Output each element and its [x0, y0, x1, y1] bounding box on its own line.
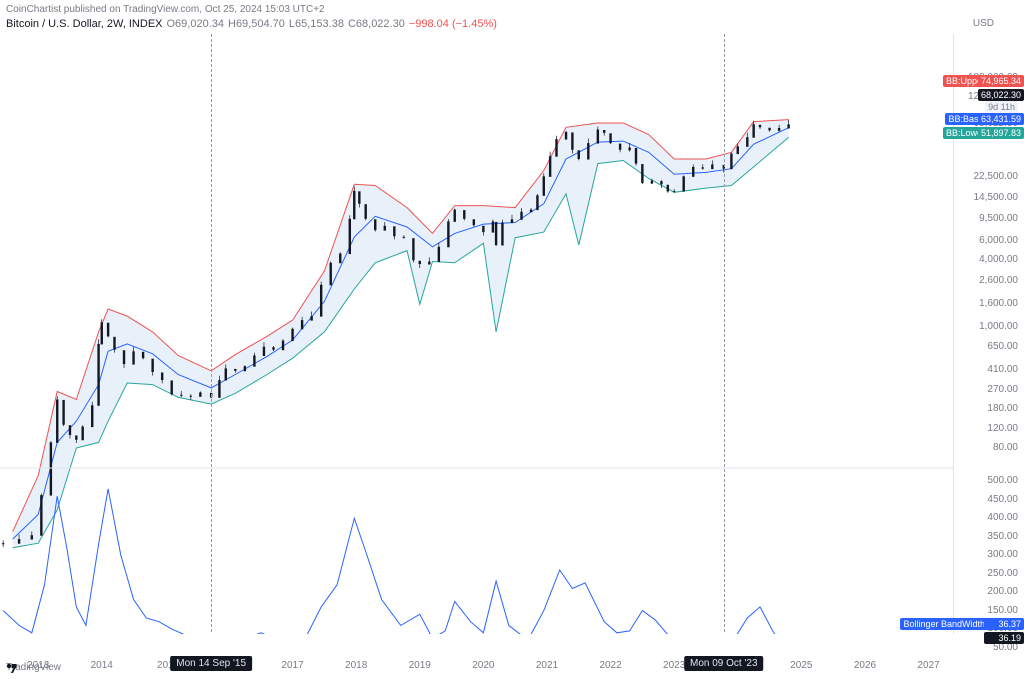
x-year: 2026 [854, 660, 876, 671]
x-year: 2017 [281, 660, 303, 671]
x-year: 2025 [790, 660, 812, 671]
ohlc-high: H69,504.70 [228, 18, 285, 30]
y-tick-main: 80.00 [993, 442, 1018, 453]
vline [724, 34, 725, 632]
x-year: 2022 [599, 660, 621, 671]
y-tick-sub: 150.00 [987, 605, 1018, 616]
x-date-box: Mon 14 Sep '15 [170, 656, 252, 671]
ohlc-low: L65,153.38 [289, 18, 344, 30]
y-tick-main: 1,600.00 [979, 298, 1018, 309]
price-tag-label: Bollinger BandWidth [900, 618, 988, 630]
y-tick-main: 410.00 [987, 364, 1018, 375]
symbol-line: Bitcoin / U.S. Dollar, 2W, INDEX O69,020… [6, 18, 497, 30]
price-chart[interactable] [0, 34, 954, 634]
price-tag-value: 51,897.83 [978, 127, 1024, 139]
x-year: 2023 [663, 660, 685, 671]
price-tag-value: 68,022.30 [978, 89, 1024, 101]
ohlc-open: O69,020.34 [167, 18, 225, 30]
x-year: 2013 [27, 660, 49, 671]
publisher-text: CoinChartist published on TradingView.co… [6, 4, 325, 15]
y-tick-main: 1,000.00 [979, 321, 1018, 332]
x-year: 2014 [91, 660, 113, 671]
y-tick-sub: 500.00 [987, 475, 1018, 486]
x-year: 2027 [917, 660, 939, 671]
y-tick-main: 6,000.00 [979, 235, 1018, 246]
ohlc-change: −998.04 (−1.45%) [409, 18, 497, 30]
x-year: 2021 [536, 660, 558, 671]
y-tick-main: 4,000.00 [979, 254, 1018, 265]
y-tick-sub: 250.00 [987, 568, 1018, 579]
y-tick-main: 22,500.00 [974, 171, 1019, 182]
bbw-line [3, 489, 788, 634]
y-tick-sub: 300.00 [987, 549, 1018, 560]
x-year: 2019 [409, 660, 431, 671]
price-tag-value: 74,965.34 [978, 75, 1024, 87]
y-tick-main: 180.00 [987, 403, 1018, 414]
ohlc-close: C68,022.30 [348, 18, 405, 30]
y-tick-main: 14,500.00 [974, 192, 1019, 203]
y-tick-sub: 400.00 [987, 512, 1018, 523]
price-tag-value: 36.37 [984, 618, 1024, 630]
price-tag-value: 36.19 [984, 632, 1024, 644]
x-year: 2018 [345, 660, 367, 671]
y-tick-sub: 450.00 [987, 494, 1018, 505]
x-year: 2020 [472, 660, 494, 671]
bb-fill [13, 120, 789, 548]
symbol-name: Bitcoin / U.S. Dollar, 2W, INDEX [6, 18, 163, 30]
y-tick-main: 650.00 [987, 341, 1018, 352]
price-tag-value: 63,431.59 [978, 113, 1024, 125]
vline [211, 34, 212, 632]
price-tag-label: 9d 11h [985, 101, 1018, 113]
y-tick-main: 270.00 [987, 384, 1018, 395]
y-tick-main: 2,600.00 [979, 275, 1018, 286]
y-tick-sub: 350.00 [987, 531, 1018, 542]
y-tick-main: 9,500.00 [979, 213, 1018, 224]
x-date-box: Mon 09 Oct '23 [684, 656, 764, 671]
y-tick-sub: 200.00 [987, 586, 1018, 597]
y-tick-main: 120.00 [987, 423, 1018, 434]
